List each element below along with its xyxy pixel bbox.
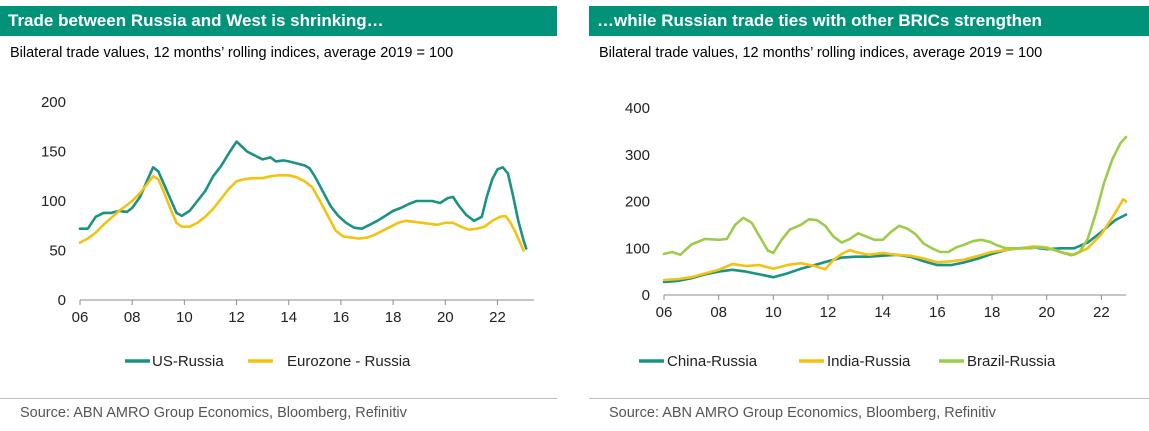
y-tick-label: 400 <box>625 100 650 117</box>
source-note: Source: ABN AMRO Group Economics, Bloomb… <box>609 405 996 421</box>
x-tick-label: 08 <box>124 309 141 326</box>
x-tick-label: 22 <box>1093 304 1110 321</box>
chart-title: …while Russian trade ties with other BRI… <box>589 6 1149 36</box>
x-tick-label: 14 <box>280 309 297 326</box>
chart-subtitle: Bilateral trade values, 12 months’ rolli… <box>10 45 454 61</box>
y-tick-label: 0 <box>58 292 66 309</box>
series-line-eurozone-russia <box>78 174 525 252</box>
series-line-brazil-russia <box>662 135 1128 257</box>
x-tick-label: 10 <box>765 304 782 321</box>
source-divider <box>589 398 1149 399</box>
legend-label: China-Russia <box>667 353 758 370</box>
legend-label: Brazil-Russia <box>967 353 1056 370</box>
source-note: Source: ABN AMRO Group Economics, Bloomb… <box>20 405 407 421</box>
x-tick-label: 18 <box>385 309 402 326</box>
line-chart-brics: 0 100 200 300 400 06 08 10 12 14 16 18 20 22 China-Rus… <box>625 100 1128 370</box>
y-tick-label: 50 <box>49 243 66 260</box>
chart-title: Trade between Russia and West is shrinki… <box>0 6 557 36</box>
x-tick-label: 16 <box>333 309 350 326</box>
x-tick-label: 06 <box>656 304 673 321</box>
series-line-china-russia <box>662 213 1128 284</box>
y-tick-label: 100 <box>41 193 66 210</box>
x-tick-label: 12 <box>228 309 245 326</box>
y-tick-label: 100 <box>625 240 650 257</box>
chart-subtitle: Bilateral trade values, 12 months’ rolli… <box>599 45 1043 61</box>
y-tick-label: 300 <box>625 147 650 164</box>
series-line-india-russia <box>662 197 1128 282</box>
y-tick-label: 0 <box>642 287 650 304</box>
series-line-us-russia <box>78 140 528 250</box>
legend-label: US-Russia <box>152 353 224 370</box>
x-tick-label: 06 <box>72 309 89 326</box>
legend-label: Eurozone - Russia <box>287 353 411 370</box>
x-tick-label: 16 <box>929 304 946 321</box>
x-tick-label: 20 <box>437 309 454 326</box>
legend-label: India-Russia <box>827 353 911 370</box>
x-tick-label: 10 <box>176 309 193 326</box>
x-tick-label: 22 <box>489 309 506 326</box>
line-chart-west: 0 50 100 150 200 06 08 10 12 14 16 18 20 22 US-Russia E… <box>41 94 534 370</box>
x-tick-label: 08 <box>710 304 727 321</box>
chart-panel-trade-west: Trade between Russia and West is shrinki… <box>0 0 557 431</box>
x-tick-label: 14 <box>874 304 891 321</box>
x-tick-label: 18 <box>984 304 1001 321</box>
y-tick-label: 200 <box>41 94 66 111</box>
x-tick-label: 12 <box>820 304 837 321</box>
x-tick-label: 20 <box>1038 304 1055 321</box>
y-tick-label: 150 <box>41 144 66 161</box>
chart-panel-trade-brics: …while Russian trade ties with other BRI… <box>589 0 1149 431</box>
source-divider <box>0 398 557 399</box>
y-tick-label: 200 <box>625 194 650 211</box>
